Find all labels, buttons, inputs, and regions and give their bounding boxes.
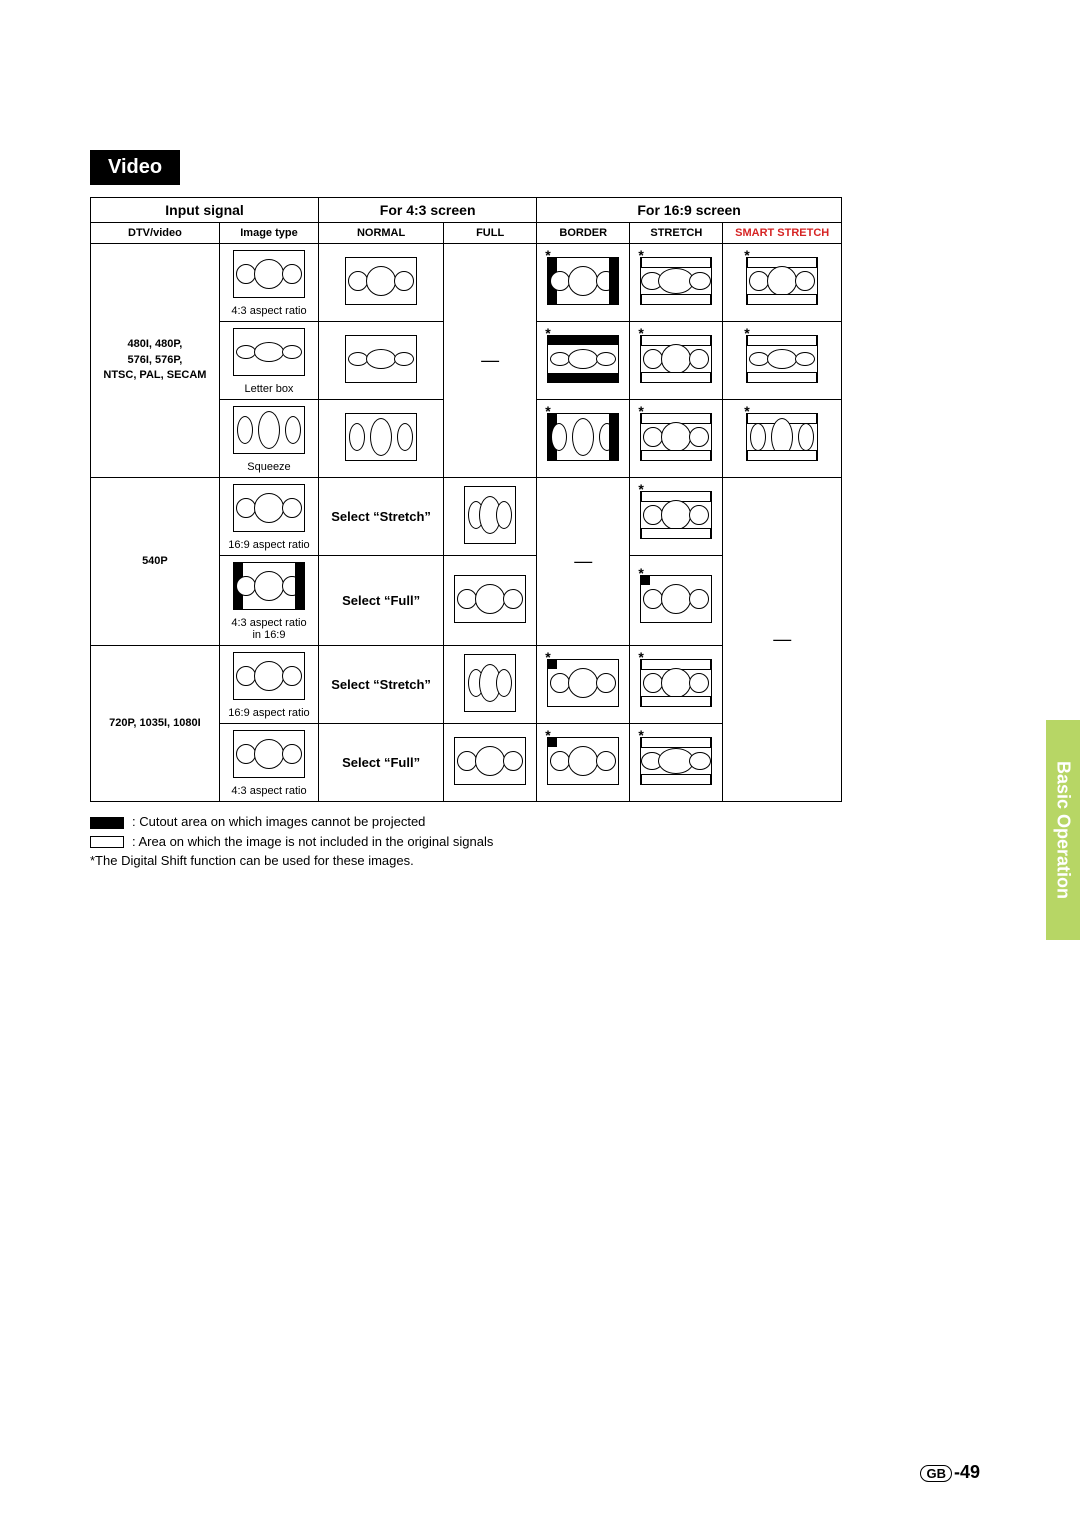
cell: * (537, 244, 630, 322)
cell: * (537, 646, 630, 724)
hdr-dtv: DTV/video (91, 223, 220, 244)
dtv-720: 720P, 1035I, 1080I (91, 646, 220, 802)
cell: * (537, 724, 630, 802)
hdr-43: For 4:3 screen (319, 198, 537, 223)
hdr-imgtype: Image type (219, 223, 318, 244)
cell: * (630, 646, 723, 724)
cell (319, 244, 444, 322)
cell: * (630, 244, 723, 322)
cell (319, 322, 444, 400)
cell (444, 556, 537, 646)
legend-2: : Area on which the image is not include… (132, 834, 493, 849)
cell-dash: — (537, 478, 630, 646)
hdr-full: FULL (444, 223, 537, 244)
cell: * (537, 400, 630, 478)
side-tab: Basic Operation (1046, 720, 1080, 940)
imgtype-169: 16:9 aspect ratio (219, 478, 318, 556)
cell: * (723, 244, 842, 322)
cell: * (630, 322, 723, 400)
cell: * (630, 724, 723, 802)
video-badge: Video (90, 150, 180, 185)
cell (444, 478, 537, 556)
cell (319, 400, 444, 478)
cell: * (723, 400, 842, 478)
hdr-border: BORDER (537, 223, 630, 244)
swatch-filled-icon (90, 817, 124, 829)
cell: * (537, 322, 630, 400)
page-number: GB-49 (920, 1462, 980, 1483)
imgtype-sq: Squeeze (219, 400, 318, 478)
imgtype-43c: 4:3 aspect ratio (219, 724, 318, 802)
imgtype-lb: Letter box (219, 322, 318, 400)
hdr-input-signal: Input signal (91, 198, 319, 223)
imgtype-169b: 16:9 aspect ratio (219, 646, 318, 724)
hdr-normal: NORMAL (319, 223, 444, 244)
dtv-540: 540P (91, 478, 220, 646)
video-table: Input signal For 4:3 screen For 16:9 scr… (90, 197, 842, 802)
legend-3: *The Digital Shift function can be used … (90, 851, 990, 871)
cell-selfull: Select “Full” (319, 556, 444, 646)
hdr-169: For 16:9 screen (537, 198, 842, 223)
legend: : Cutout area on which images cannot be … (90, 812, 990, 871)
cell-selfull2: Select “Full” (319, 724, 444, 802)
cell-selstretch: Select “Stretch” (319, 478, 444, 556)
cell (444, 646, 537, 724)
cell (444, 724, 537, 802)
imgtype-43in169: 4:3 aspect ratio in 16:9 (219, 556, 318, 646)
cell: * (630, 478, 723, 556)
cell-selstretch2: Select “Stretch” (319, 646, 444, 724)
swatch-hollow-icon (90, 836, 124, 848)
cell: * (630, 400, 723, 478)
dtv-480: 480I, 480P, 576I, 576P, NTSC, PAL, SECAM (91, 244, 220, 478)
cell: * (723, 322, 842, 400)
cell-dash: — (723, 478, 842, 802)
cell: * (630, 556, 723, 646)
hdr-smart: SMART STRETCH (723, 223, 842, 244)
hdr-stretch: STRETCH (630, 223, 723, 244)
cell-dash: — (444, 244, 537, 478)
imgtype-43: 4:3 aspect ratio (219, 244, 318, 322)
legend-1: : Cutout area on which images cannot be … (132, 814, 425, 829)
